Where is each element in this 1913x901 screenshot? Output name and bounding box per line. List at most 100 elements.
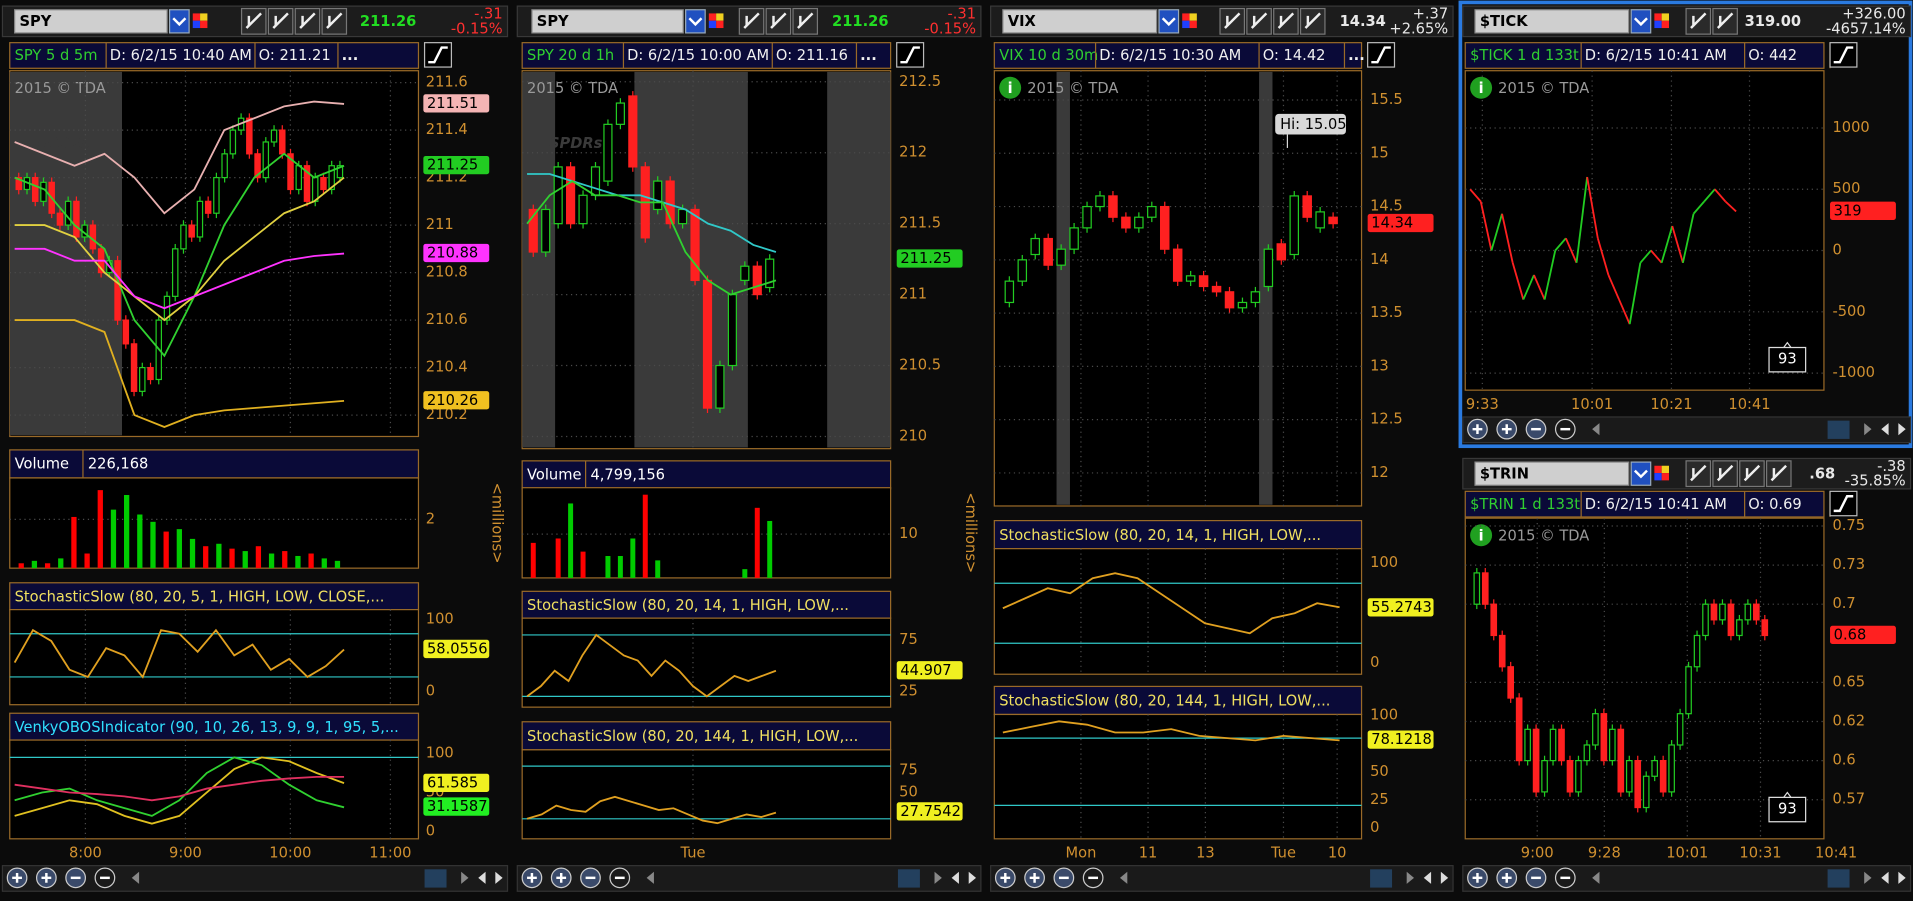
dropdown-arrow bbox=[1633, 17, 1648, 27]
overlay-line bbox=[14, 319, 345, 428]
y-tick-label: -500 bbox=[1832, 303, 1865, 320]
scroll-right[interactable] bbox=[1864, 871, 1872, 884]
scroll-thumb[interactable] bbox=[424, 869, 447, 888]
y-tick-label: 211.6 bbox=[426, 74, 468, 91]
candle-body bbox=[1702, 603, 1709, 637]
scroll-left[interactable] bbox=[1119, 871, 1128, 884]
bubble-box bbox=[1768, 341, 1807, 373]
info-glyph: i bbox=[1479, 527, 1484, 544]
link-flag[interactable] bbox=[200, 20, 208, 29]
link-flag[interactable] bbox=[1661, 20, 1669, 29]
link-flag[interactable] bbox=[1189, 20, 1197, 29]
scroll-thumb[interactable] bbox=[1370, 869, 1393, 888]
overlay-line bbox=[14, 152, 345, 358]
y-tick-label: 12.5 bbox=[1370, 411, 1403, 428]
y-tick-label: 211 bbox=[899, 286, 927, 303]
y-tick-label: 210.8 bbox=[426, 264, 468, 281]
candle-body bbox=[15, 176, 23, 191]
candle-body bbox=[246, 117, 253, 155]
chart-more[interactable]: ... bbox=[860, 47, 877, 64]
link-flag[interactable] bbox=[1654, 20, 1662, 29]
volume-bar bbox=[229, 548, 235, 569]
y-tick-label: 100 bbox=[426, 744, 454, 761]
volume-bar bbox=[124, 495, 130, 569]
y-tick-label: 0 bbox=[1370, 654, 1379, 671]
net-change: -.31 bbox=[474, 6, 503, 23]
volume-bar bbox=[44, 563, 51, 569]
scroll-thumb[interactable] bbox=[897, 869, 920, 888]
y-tick-label: 12 bbox=[1370, 464, 1389, 481]
link-flag[interactable] bbox=[192, 20, 201, 29]
expand-button[interactable] bbox=[1423, 871, 1449, 884]
link-flag[interactable] bbox=[1182, 13, 1190, 21]
y-tick-label: 15 bbox=[1370, 144, 1389, 161]
link-flag[interactable] bbox=[716, 13, 724, 21]
link-flag[interactable] bbox=[1654, 465, 1662, 474]
chart-date: D: 6/2/15 10:00 AM bbox=[627, 47, 769, 64]
volume-bar bbox=[71, 516, 77, 569]
link-flag[interactable] bbox=[716, 20, 724, 29]
symbol-dropdown[interactable] bbox=[685, 9, 706, 34]
high-callout bbox=[1275, 113, 1346, 135]
candle-body bbox=[1727, 603, 1735, 637]
scroll-thumb[interactable] bbox=[1827, 420, 1850, 439]
link-flag[interactable] bbox=[200, 13, 208, 21]
expand-button[interactable] bbox=[1881, 423, 1906, 436]
candle-body bbox=[1625, 760, 1633, 793]
tick-line-segment bbox=[1490, 213, 1503, 251]
volume-bar bbox=[110, 509, 117, 569]
scroll-right[interactable] bbox=[461, 871, 469, 884]
symbol-box[interactable] bbox=[1002, 9, 1158, 34]
scroll-left[interactable] bbox=[1592, 423, 1600, 436]
tool-glyph bbox=[1716, 464, 1734, 482]
study-area bbox=[993, 713, 1363, 840]
link-flag[interactable] bbox=[1661, 473, 1669, 481]
symbol-dropdown[interactable] bbox=[1630, 9, 1652, 34]
expand-button[interactable] bbox=[1881, 871, 1906, 884]
tick-line-segment bbox=[1469, 188, 1482, 203]
link-flag[interactable] bbox=[1654, 473, 1662, 481]
scroll-right[interactable] bbox=[1864, 423, 1872, 436]
tick-line-segment bbox=[1586, 176, 1599, 239]
scroll-thumb[interactable] bbox=[1827, 869, 1850, 888]
time-label: 11:00 bbox=[369, 844, 411, 861]
zoom-glyph bbox=[1029, 872, 1040, 883]
symbol-box[interactable] bbox=[1474, 9, 1630, 34]
expand-button[interactable] bbox=[951, 871, 977, 884]
dropdown-arrow bbox=[1633, 469, 1648, 479]
tool-icon[interactable] bbox=[240, 7, 267, 35]
info-icon[interactable] bbox=[999, 76, 1022, 99]
candle-body bbox=[578, 194, 588, 225]
symbol-dropdown[interactable] bbox=[1630, 461, 1652, 486]
chart-open: O: 211.16 bbox=[776, 47, 848, 64]
symbol-dropdown[interactable] bbox=[1158, 9, 1180, 34]
symbol-box[interactable] bbox=[14, 9, 168, 34]
candle-body bbox=[1289, 195, 1300, 256]
link-flag[interactable] bbox=[1182, 20, 1190, 29]
symbol-dropdown[interactable] bbox=[168, 9, 190, 34]
link-flag[interactable] bbox=[1661, 13, 1669, 21]
expand-button[interactable] bbox=[478, 871, 503, 884]
volume-bar bbox=[31, 560, 38, 569]
scroll-right[interactable] bbox=[1406, 871, 1415, 884]
chart-more[interactable]: ... bbox=[1348, 47, 1365, 64]
session-shade bbox=[9, 71, 123, 436]
link-flag[interactable] bbox=[192, 13, 201, 21]
chart-more[interactable]: ... bbox=[342, 47, 359, 64]
link-flag[interactable] bbox=[1189, 13, 1197, 21]
link-flag[interactable] bbox=[1654, 13, 1662, 21]
symbol-box[interactable] bbox=[531, 9, 684, 34]
link-flag[interactable] bbox=[1661, 465, 1669, 474]
y-tick-label: 13.5 bbox=[1370, 304, 1403, 321]
scroll-right[interactable] bbox=[934, 871, 942, 884]
link-flag[interactable] bbox=[708, 13, 717, 21]
symbol-box[interactable] bbox=[1474, 461, 1630, 486]
info-icon[interactable] bbox=[1470, 524, 1493, 547]
tool-glyph bbox=[743, 12, 760, 29]
info-icon[interactable] bbox=[1470, 76, 1493, 99]
scroll-left[interactable] bbox=[131, 871, 140, 884]
scroll-left[interactable] bbox=[646, 871, 654, 884]
scroll-left[interactable] bbox=[1592, 871, 1600, 884]
link-flag[interactable] bbox=[708, 20, 717, 29]
candle-body bbox=[1583, 744, 1591, 762]
